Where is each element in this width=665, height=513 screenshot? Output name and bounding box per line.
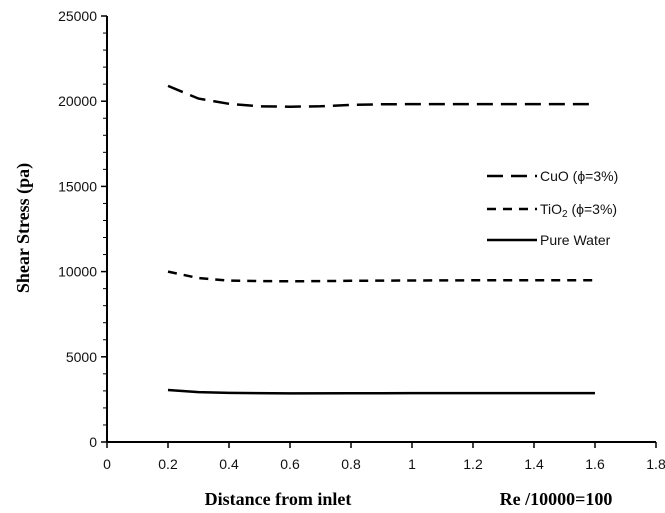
x-tick-label: 1 — [408, 456, 416, 472]
y-tick-label: 15000 — [58, 178, 97, 194]
x-tick-label: 0.2 — [158, 456, 178, 472]
series-line-0 — [167, 84, 595, 108]
x-tick-label: 0.8 — [341, 456, 361, 472]
legend-label-2: Pure Water — [540, 232, 611, 248]
x-tick-label: 1.2 — [463, 456, 483, 472]
legend-label-1: TiO2 (ϕ=3%) — [540, 201, 617, 220]
y-tick-label: 0 — [89, 434, 97, 450]
x-tick-label: 0 — [103, 456, 111, 472]
x-tick-label: 1.8 — [646, 456, 665, 472]
series-line-2 — [167, 388, 595, 395]
x-tick-label: 1.6 — [585, 456, 605, 472]
y-axis-title: Shear Stress (pa) — [13, 163, 34, 293]
x-axis-title: Distance from inlet — [205, 489, 352, 509]
y-tick-label: 5000 — [66, 349, 97, 365]
x-tick-label: 1.4 — [524, 456, 544, 472]
axes: 0 5000 10000 15000 20000 25000 0 0.2 0.4 0.6 0.8 1 1… — [58, 8, 665, 472]
legend-label-0: CuO (ϕ=3%) — [540, 168, 618, 184]
x-tick-label: 0.6 — [280, 456, 300, 472]
y-tick-label: 10000 — [58, 264, 97, 280]
series-layer — [167, 84, 595, 395]
legend: CuO (ϕ=3%) TiO2 (ϕ=3%) Pure Water — [487, 168, 618, 248]
y-tick-label: 20000 — [58, 93, 97, 109]
y-tick-label: 25000 — [58, 8, 97, 24]
x-tick-label: 0.4 — [219, 456, 239, 472]
x-axis-title-extra: Re /10000=100 — [500, 489, 613, 509]
series-line-1 — [167, 270, 595, 283]
